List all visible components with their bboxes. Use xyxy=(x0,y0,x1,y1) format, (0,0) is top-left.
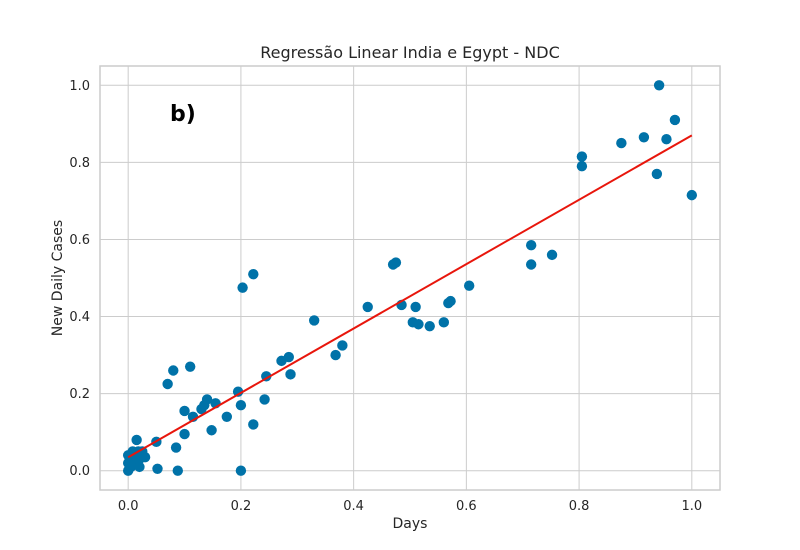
x-tick-label: 0.8 xyxy=(569,499,590,514)
data-point xyxy=(179,428,190,440)
data-point xyxy=(308,315,320,326)
data-point xyxy=(410,301,421,313)
data-point xyxy=(424,320,435,332)
data-point xyxy=(235,400,247,411)
x-tick-label: 0.0 xyxy=(118,499,139,514)
data-point xyxy=(686,189,698,201)
data-point xyxy=(237,282,248,293)
data-point xyxy=(179,405,190,417)
data-point xyxy=(390,257,402,268)
x-axis-label: Days xyxy=(393,516,428,532)
data-point xyxy=(232,386,244,397)
regression-line-group xyxy=(127,134,693,459)
x-tick-label: 0.6 xyxy=(456,499,477,514)
data-point xyxy=(139,452,151,463)
data-point xyxy=(616,137,627,149)
y-tick-label: 0.8 xyxy=(69,156,90,171)
data-point xyxy=(362,301,373,313)
data-point xyxy=(248,268,259,280)
data-point xyxy=(525,240,537,251)
x-tick-label: 0.4 xyxy=(343,499,364,514)
data-point xyxy=(653,80,665,91)
data-point xyxy=(248,419,259,430)
chart-title: Regressão Linear India e Egypt - NDC xyxy=(260,43,559,62)
data-point xyxy=(330,349,341,361)
data-point xyxy=(463,280,475,291)
data-point xyxy=(651,168,663,180)
y-tick-label: 1.0 xyxy=(69,79,90,94)
data-point xyxy=(438,317,450,328)
y-tick-label: 0.6 xyxy=(69,233,90,248)
plot-area xyxy=(99,65,721,491)
data-point xyxy=(546,249,558,261)
data-point xyxy=(201,394,213,405)
data-point xyxy=(131,434,142,446)
data-point xyxy=(235,465,247,476)
data-point xyxy=(259,394,270,405)
grid xyxy=(100,66,720,490)
y-tick-label: 0.2 xyxy=(69,387,90,402)
data-point xyxy=(576,151,588,162)
data-point xyxy=(283,351,295,363)
x-tick-label: 0.2 xyxy=(231,499,252,514)
y-axis-label: New Daily Cases xyxy=(50,220,66,336)
scatter-series xyxy=(122,80,698,476)
data-point xyxy=(134,461,145,473)
regression-line xyxy=(127,134,693,459)
data-point xyxy=(184,361,196,372)
data-point xyxy=(285,369,296,380)
x-tick-label: 1.0 xyxy=(681,499,702,514)
tick-labels: 0.0 0.2 0.4 0.6 0.8 1.0 0.0 0.2 0.4 0.6 0.8 1.0 xyxy=(69,79,702,514)
data-point xyxy=(413,319,424,330)
data-point xyxy=(221,411,233,422)
y-tick-label: 0.4 xyxy=(69,310,90,325)
data-point xyxy=(445,295,456,307)
data-point xyxy=(669,114,681,126)
data-point xyxy=(337,340,348,351)
data-point xyxy=(172,465,183,476)
data-point xyxy=(576,161,588,172)
data-point xyxy=(206,425,217,436)
data-point xyxy=(168,365,179,376)
data-point xyxy=(162,378,173,390)
data-point xyxy=(525,259,537,270)
data-point xyxy=(638,132,650,143)
panel-label: b) xyxy=(170,102,196,127)
y-tick-label: 0.0 xyxy=(69,464,90,479)
data-point xyxy=(170,442,182,453)
data-point xyxy=(152,463,163,474)
data-point xyxy=(661,134,672,145)
